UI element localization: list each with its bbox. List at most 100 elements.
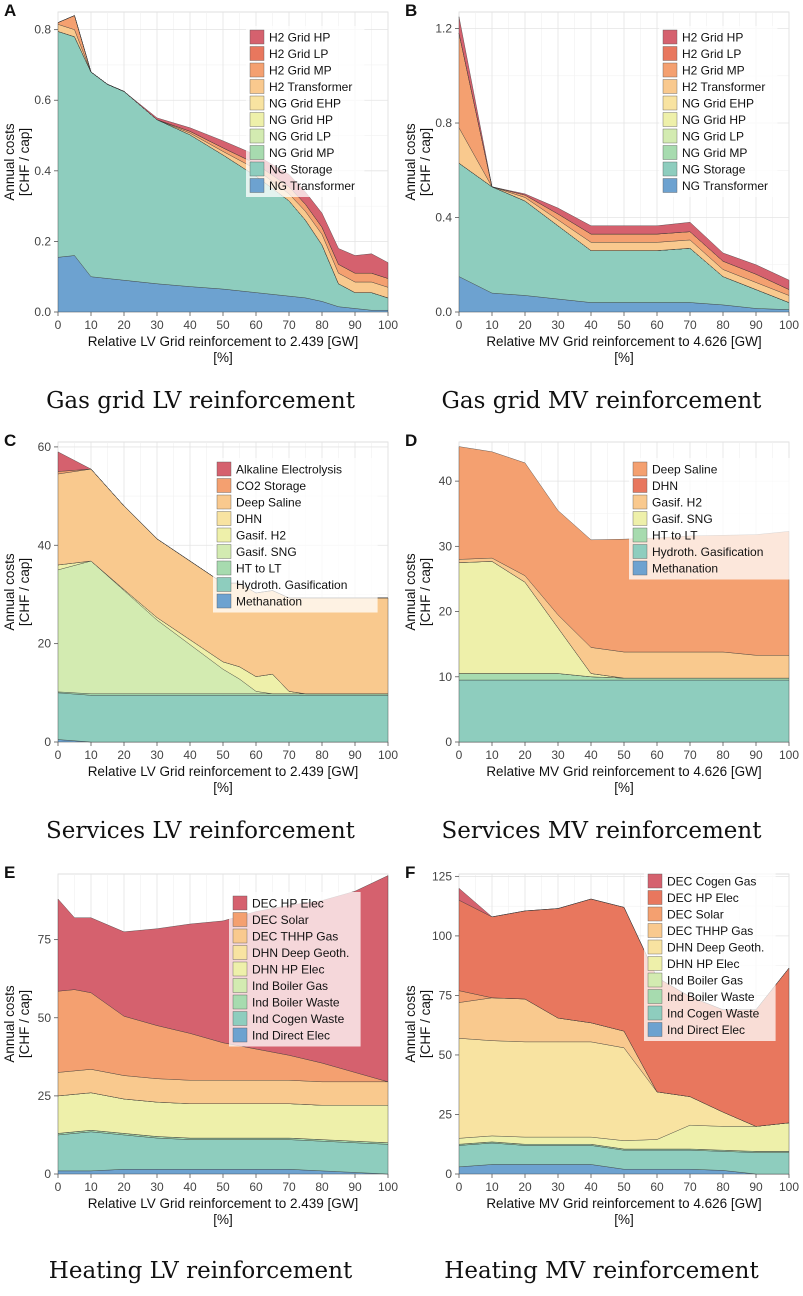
legend-swatch	[662, 79, 678, 94]
y-tick-label: 25	[439, 1107, 453, 1121]
legend-label: DHN	[236, 512, 262, 526]
x-tick-label: 100	[779, 1180, 799, 1194]
chart-panel-C: 0 10 20 30 40 50 60 70 80 90 100 0 20 40 60 Relative LV…	[0, 430, 401, 862]
legend-label: NG Grid MP	[682, 146, 747, 160]
legend-swatch	[216, 577, 232, 592]
panel-caption: Heating MV reinforcement	[444, 1258, 759, 1284]
x-tick-label: 30	[150, 748, 164, 762]
legend-label: NG Grid HP	[682, 113, 746, 127]
x-tick-label: 40	[183, 1180, 197, 1194]
chart-panel-A: 0 10 20 30 40 50 60 70 80 90 100 0.0 0.2 0.4 0.6 0.8 Rel…	[0, 0, 401, 432]
y-tick-label: 30	[439, 539, 453, 553]
legend-label: NG Transformer	[269, 179, 355, 193]
x-tick-label: 90	[749, 318, 763, 332]
legend-swatch	[232, 912, 248, 927]
panel-letter: F	[405, 863, 415, 882]
legend-label: H2 Grid LP	[682, 47, 741, 61]
y-tick-label: 0	[445, 735, 452, 749]
y-tick-label: 0	[445, 1167, 452, 1181]
area-series-hydroth-gasification	[57, 692, 389, 743]
legend-swatch	[249, 128, 265, 144]
x-tick-label: 40	[584, 1180, 598, 1194]
x-tick-label: 60	[650, 1180, 664, 1194]
legend-label: DEC THHP Gas	[667, 924, 753, 938]
chart-panel-F: 0 10 20 30 40 50 60 70 80 90 100 0 25 50 75 100 125 Relat…	[401, 862, 802, 1294]
legend-label: CO2 Storage	[236, 479, 306, 493]
panel-caption: Gas grid MV reinforcement	[441, 388, 762, 414]
x-tick-label: 0	[55, 318, 62, 332]
legend-label: DEC Solar	[252, 913, 309, 927]
legend-box	[644, 870, 776, 1041]
legend-swatch	[232, 895, 248, 911]
x-tick-label: 100	[779, 318, 799, 332]
y-axis-title: [CHF / cap]	[418, 128, 433, 196]
x-tick-label: 0	[55, 748, 62, 762]
x-tick-label: 70	[282, 748, 296, 762]
x-axis-title: [%]	[213, 780, 233, 795]
x-axis-title: Relative LV Grid reinforcement to 2.439 …	[88, 334, 359, 349]
legend-box	[246, 26, 365, 197]
y-tick-label: 20	[439, 605, 453, 619]
panel-letter: C	[4, 431, 16, 450]
legend-label: DHN HP Elec	[252, 963, 324, 977]
y-tick-label: 0.0	[34, 305, 51, 319]
x-tick-label: 0	[55, 1180, 62, 1194]
legend-box	[213, 458, 378, 613]
legend-swatch	[216, 544, 232, 559]
x-tick-label: 90	[749, 1180, 763, 1194]
panel-letter: D	[405, 431, 417, 450]
legend-swatch	[662, 46, 678, 61]
legend-swatch	[662, 112, 678, 127]
legend-swatch	[216, 560, 232, 576]
x-tick-label: 0	[456, 1180, 463, 1194]
x-tick-label: 50	[617, 748, 631, 762]
legend-swatch	[249, 79, 265, 94]
legend-swatch	[216, 461, 232, 477]
y-axis-title: [CHF / cap]	[418, 990, 433, 1058]
chart-panel-D: 0 10 20 30 40 50 60 70 80 90 100 0 10 20 30 40 Relative …	[401, 430, 802, 862]
legend-label: DEC Solar	[667, 908, 724, 922]
legend-label: Ind Cogen Waste	[667, 1007, 760, 1021]
legend-label: Ind Direct Elec	[667, 1023, 745, 1037]
panel-letter: B	[405, 1, 417, 20]
legend-label: H2 Grid LP	[269, 47, 328, 61]
legend-swatch	[647, 873, 663, 889]
y-tick-label: 25	[38, 1089, 52, 1103]
legend-label: NG Grid HP	[269, 113, 333, 127]
x-tick-label: 80	[315, 748, 329, 762]
legend-label: NG Grid EHP	[682, 97, 754, 111]
y-tick-label: 60	[38, 440, 52, 454]
y-axis-title: [CHF / cap]	[17, 128, 32, 196]
y-tick-label: 50	[439, 1048, 453, 1062]
y-axis-title: Annual costs	[2, 553, 17, 631]
x-axis-title: [%]	[614, 350, 634, 365]
legend-swatch	[249, 29, 265, 45]
legend-swatch	[632, 494, 648, 510]
legend-label: Alkaline Electrolysis	[236, 463, 342, 477]
legend-swatch	[249, 161, 265, 177]
legend-label: H2 Transformer	[682, 80, 765, 94]
y-axis-title: Annual costs	[2, 985, 17, 1063]
legend-label: DHN Deep Geoth.	[252, 946, 349, 960]
legend-swatch	[249, 95, 265, 111]
legend-label: NG Storage	[269, 163, 333, 177]
y-tick-label: 0.8	[435, 116, 452, 130]
panel-letter: A	[4, 1, 16, 20]
legend-swatch	[249, 145, 265, 160]
legend-label: Gasif. SNG	[652, 512, 713, 526]
y-tick-label: 0.8	[34, 23, 51, 37]
legend-swatch	[662, 95, 678, 111]
legend-label: DEC HP Elec	[252, 897, 324, 911]
x-axis-title: Relative MV Grid reinforcement to 4.626 …	[486, 334, 761, 349]
legend-swatch	[232, 1027, 248, 1043]
x-tick-label: 60	[249, 318, 263, 332]
x-tick-label: 100	[378, 748, 398, 762]
x-tick-label: 10	[485, 1180, 499, 1194]
y-tick-label: 75	[439, 988, 453, 1002]
legend-label: DEC THHP Gas	[252, 930, 338, 944]
x-axis-title: Relative LV Grid reinforcement to 2.439 …	[88, 764, 359, 779]
legend-swatch	[232, 928, 248, 944]
legend-label: Methanation	[652, 562, 718, 576]
chart-svg-D: 0 10 20 30 40 50 60 70 80 90 100 0 10 20 30 40 Relative …	[403, 431, 799, 795]
x-tick-label: 50	[617, 1180, 631, 1194]
